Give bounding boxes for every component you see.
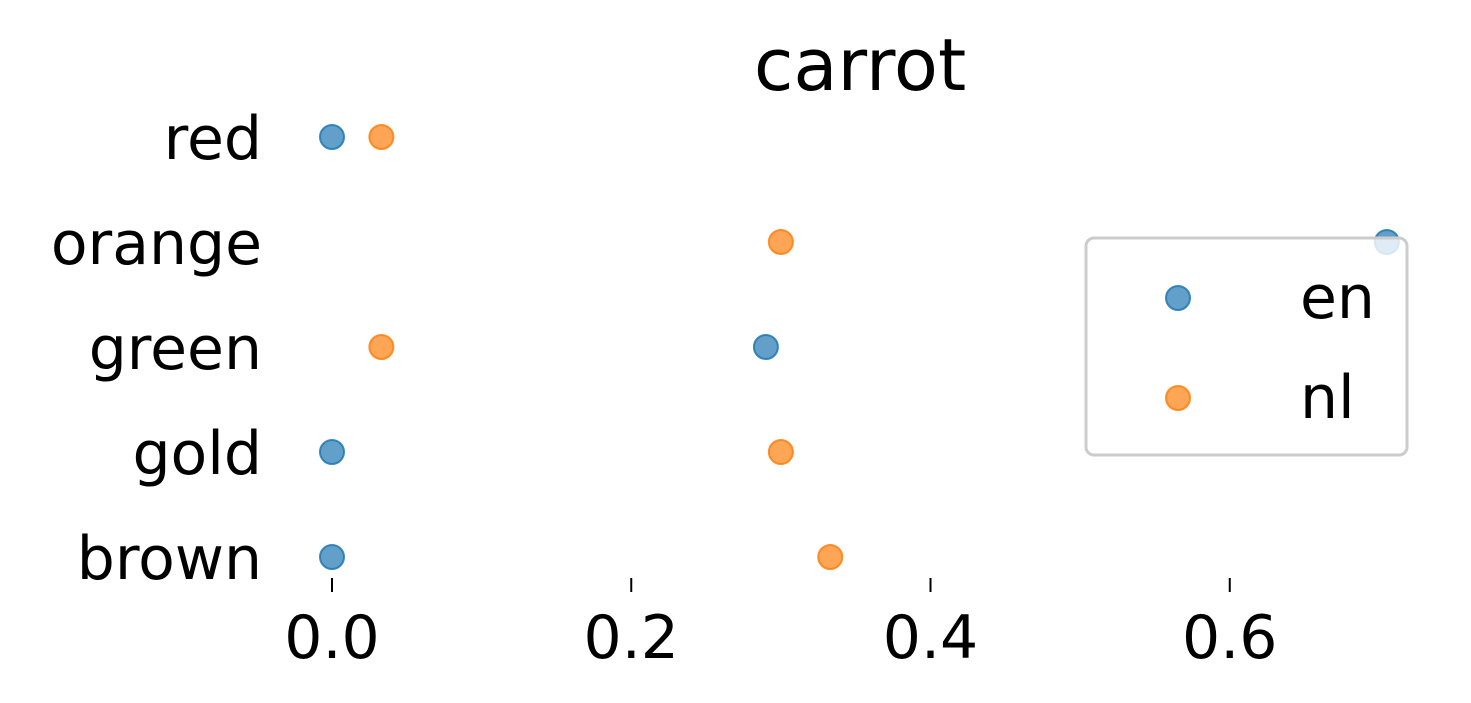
y-tick-label: orange [51, 209, 262, 279]
x-tick-label: 0.2 [584, 603, 679, 673]
y-tick-label: red [164, 104, 262, 174]
y-tick-label: brown [77, 524, 262, 594]
data-points [319, 124, 1400, 570]
data-point-nl [817, 544, 844, 570]
x-axis: 0.0 0.2 0.4 0.6 [284, 578, 1277, 673]
chart-title: carrot [754, 23, 966, 107]
x-tick-label: 0.4 [883, 603, 978, 673]
data-point-en [319, 124, 345, 150]
data-point-en [319, 439, 345, 465]
legend: en nl [1084, 236, 1409, 457]
x-tick-label: 0.6 [1182, 603, 1277, 673]
y-axis: red orange green gold brown [51, 104, 262, 594]
data-point-en [319, 544, 345, 570]
y-tick-label: gold [132, 419, 262, 489]
data-point-nl [368, 124, 395, 150]
y-tick-label: green [89, 314, 262, 384]
legend-label-nl: nl [1300, 363, 1355, 433]
data-point-en [752, 334, 779, 360]
legend-marker-en [1165, 285, 1191, 311]
legend-marker-nl [1165, 385, 1191, 411]
data-point-nl [368, 334, 395, 360]
x-tick-label: 0.0 [284, 603, 379, 673]
legend-entries: en nl [1165, 263, 1375, 433]
data-point-nl [767, 439, 794, 465]
data-point-nl [767, 229, 794, 255]
legend-label-en: en [1300, 263, 1375, 333]
